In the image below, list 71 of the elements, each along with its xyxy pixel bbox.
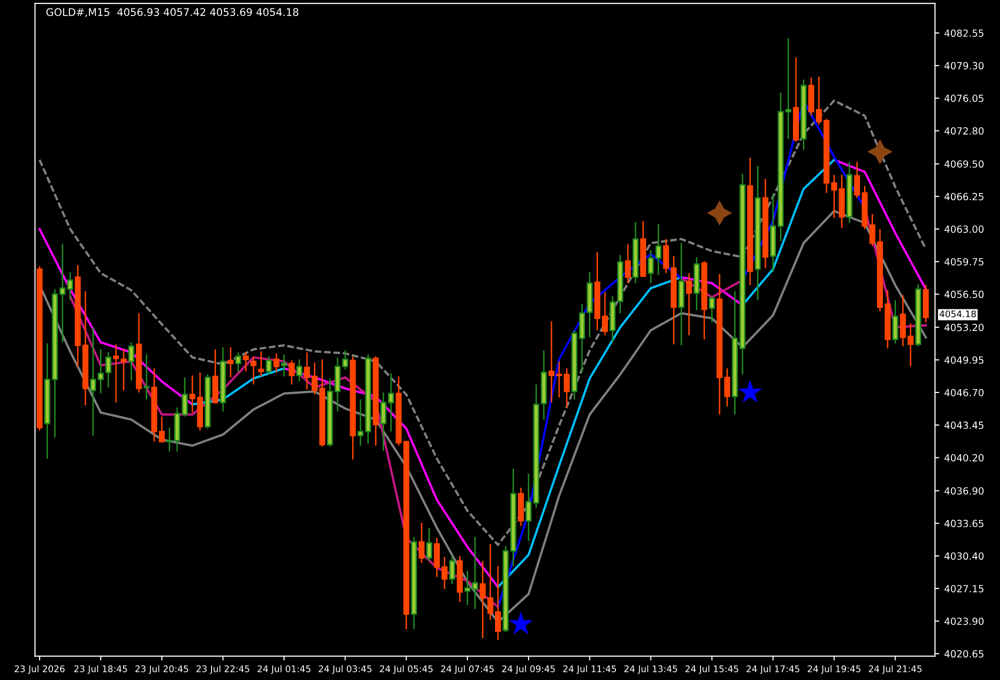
candlestick <box>624 243 631 284</box>
y-tick-label: 4040.20 <box>944 454 984 462</box>
y-tick-label: 4030.40 <box>944 552 984 560</box>
candlestick <box>258 350 264 378</box>
line-series <box>191 367 286 406</box>
x-tick-label: 24 Jul 01:45 <box>258 665 310 674</box>
y-tick-label: 4076.05 <box>944 94 984 102</box>
candlestick <box>564 368 570 408</box>
y-tick-label: 4059.75 <box>944 258 984 266</box>
x-tick-label: 24 Jul 15:45 <box>686 665 738 674</box>
point <box>508 611 533 634</box>
y-tick-label: 4063.00 <box>944 226 984 233</box>
candlestick <box>418 522 425 564</box>
x-tick-label: 24 Jul 13:45 <box>624 665 678 674</box>
candlestick <box>785 38 792 140</box>
line-series <box>282 367 500 588</box>
y-tick-label: 4043.45 <box>944 422 984 429</box>
y-tick-label: 4072.80 <box>944 127 984 135</box>
y-tick-label: 4069.50 <box>944 160 984 168</box>
x-tick-label: 24 Jul 05:45 <box>380 665 433 674</box>
x-tick-label: 23 Jul 22:45 <box>196 665 250 674</box>
y-tick-label: 4066.25 <box>944 192 984 200</box>
candlestick <box>296 358 302 382</box>
y-tick-label: 4049.95 <box>944 356 984 364</box>
candlestick <box>708 296 715 323</box>
candlestick <box>266 356 272 376</box>
text: 4054.18 <box>940 310 976 318</box>
x-tick-label: 24 Jul 11:45 <box>563 665 616 674</box>
y-tick-label: 4053.20 <box>944 324 984 332</box>
candlestick <box>480 560 486 639</box>
x-tick-label: 23 Jul 18:45 <box>74 665 127 674</box>
line-series <box>38 228 194 406</box>
candlestick <box>288 360 295 386</box>
y-tick-label: 4082.55 <box>944 29 984 37</box>
y-tick-label: 4020.65 <box>944 650 984 658</box>
candlestick <box>144 354 150 400</box>
x-tick-label: 24 Jul 07:45 <box>441 665 494 674</box>
candlestick <box>686 272 692 336</box>
candlestick <box>281 354 288 378</box>
y-tick-label: 4056.50 <box>944 290 984 298</box>
y-tick-label: 4046.70 <box>944 388 984 396</box>
candlestick <box>105 352 112 388</box>
candlestick <box>449 555 456 585</box>
x-tick-label: 24 Jul 17:45 <box>746 665 800 674</box>
candlestick <box>235 352 242 374</box>
y-tick-label: 4027.15 <box>944 584 984 592</box>
x-tick-label: 24 Jul 09:45 <box>502 665 555 674</box>
point <box>738 380 762 403</box>
line-series <box>69 295 500 608</box>
candlestick <box>128 342 134 382</box>
candlestick <box>892 300 898 344</box>
candlestick <box>158 416 165 444</box>
y-tick-label: 4033.65 <box>944 520 984 528</box>
candlestick <box>242 352 249 372</box>
candlestick <box>250 356 256 386</box>
x-tick-label: 24 Jul 03:45 <box>318 665 372 674</box>
candlestick <box>228 346 234 378</box>
point <box>706 200 732 226</box>
line-series <box>38 100 927 546</box>
x-tick-label: 23 Jul 20:45 <box>135 665 188 674</box>
y-tick-label: 4023.90 <box>944 618 984 625</box>
candlestick <box>182 376 188 418</box>
chart-title: GOLD#,M15 4056.93 4057.42 4053.69 4054.18 <box>46 8 298 18</box>
x-tick-label: 24 Jul 21:45 <box>868 665 922 674</box>
point <box>867 139 893 164</box>
y-tick-label: 4036.90 <box>944 487 984 495</box>
x-tick-label: 24 Jul 19:45 <box>808 665 860 674</box>
y-tick-label: 4079.30 <box>944 62 984 70</box>
candlestick <box>273 352 280 374</box>
candlestick <box>426 527 432 562</box>
x-tick-label: 23 Jul 2026 <box>14 665 65 674</box>
